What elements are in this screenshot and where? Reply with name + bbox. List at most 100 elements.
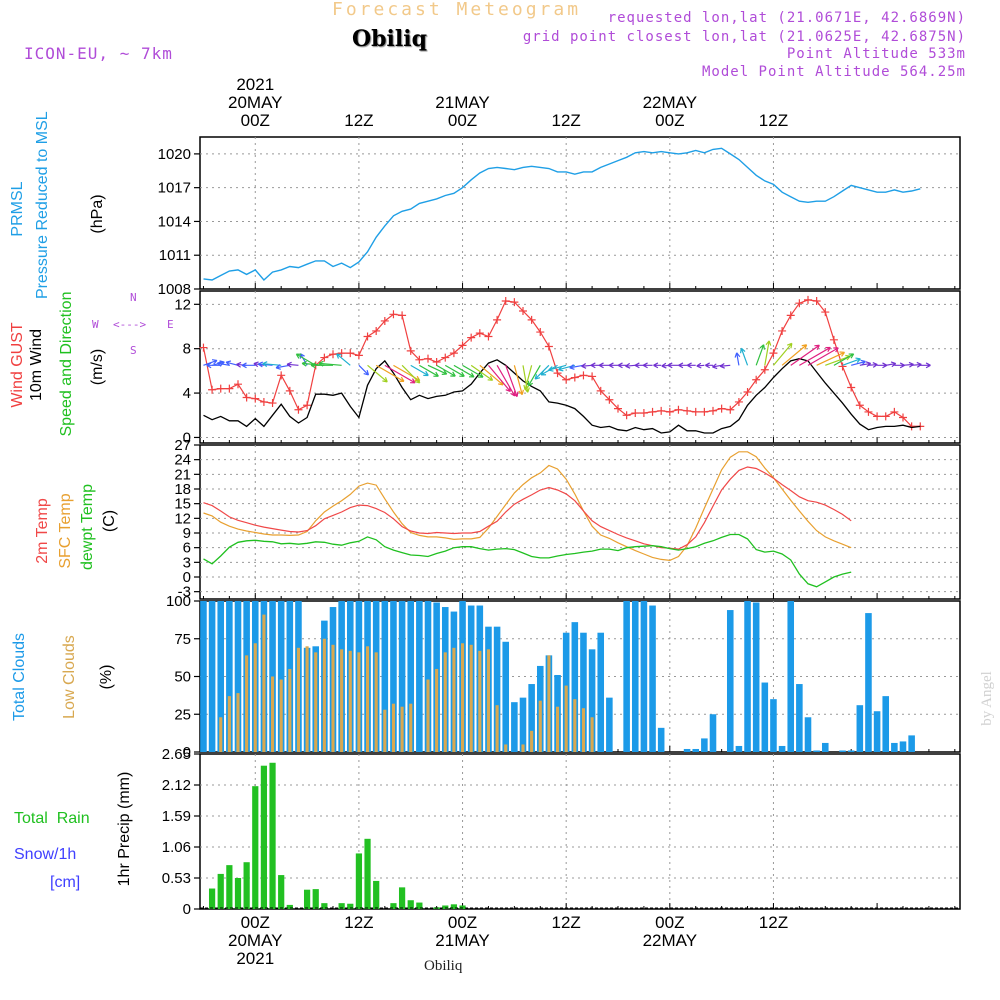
- temperature-ytick-label: 27: [174, 437, 191, 454]
- gust-marker: [320, 353, 329, 362]
- total-cloud-bar: [813, 750, 820, 752]
- temperature-ytick-label: 15: [174, 496, 191, 513]
- wind-direction-arrow: [225, 360, 239, 367]
- gust-marker: [544, 342, 553, 351]
- wind-direction-arrow: [513, 365, 524, 396]
- low-cloud-bar: [219, 717, 223, 752]
- wind-direction-arrow: [216, 361, 230, 367]
- rain-bar: [217, 873, 224, 909]
- gust-marker: [760, 365, 769, 374]
- rain-bar: [398, 887, 406, 909]
- gust-marker: [562, 375, 571, 384]
- wind-direction-arrow: [496, 365, 516, 397]
- gust-marker: [493, 315, 502, 324]
- gust-marker: [804, 295, 812, 304]
- low-cloud-bar: [547, 655, 551, 752]
- low-cloud-bar: [262, 614, 266, 752]
- gust-marker: [786, 311, 795, 320]
- gust-marker: [717, 404, 726, 413]
- total-cloud-bar: [580, 632, 587, 752]
- low-cloud-bar: [530, 730, 534, 752]
- temperature-panel-frame: [199, 444, 961, 600]
- total-cloud-bar: [744, 601, 751, 752]
- temperature-ytick-label: -3: [178, 584, 191, 601]
- wind-direction-arrow: [772, 342, 793, 366]
- gust-marker: [743, 387, 752, 396]
- gust-marker: [665, 407, 674, 416]
- rain-bar: [234, 878, 242, 909]
- gust-marker: [424, 354, 432, 363]
- wind-direction-arrow: [911, 361, 922, 368]
- clouds-ytick-label: 25: [174, 706, 191, 723]
- total-cloud-bar: [217, 601, 225, 752]
- gust-marker: [415, 355, 424, 364]
- wind-direction-arrow: [548, 364, 567, 372]
- total-cloud-bar: [623, 601, 630, 752]
- gust-marker: [329, 350, 337, 359]
- gust-marker: [570, 373, 579, 382]
- gust-marker: [700, 407, 709, 416]
- gust-marker: [726, 405, 735, 414]
- wind-direction-arrow: [275, 364, 290, 370]
- wind-direction-arrow: [755, 344, 766, 366]
- total-cloud-bar: [899, 741, 907, 752]
- gust-marker: [268, 399, 277, 408]
- gust-marker: [873, 412, 882, 421]
- gust-marker: [501, 296, 510, 305]
- gust-marker: [449, 349, 458, 358]
- gust-marker: [674, 405, 683, 414]
- gust-marker: [337, 349, 346, 358]
- total-cloud-bar: [398, 601, 406, 752]
- low-cloud-bar: [322, 638, 326, 752]
- rain-bar: [416, 902, 423, 909]
- top-dates-line2: 21MAY: [435, 93, 490, 112]
- gust-marker: [847, 383, 856, 392]
- gust-marker: [855, 401, 864, 410]
- total-cloud-bar: [200, 601, 207, 752]
- pressure-ytick-label: 1011: [159, 247, 191, 264]
- top-dates-line3: 00Z: [447, 111, 478, 130]
- low-cloud-bar: [460, 643, 465, 752]
- meteogram-title: Forecast Meteogram: [332, 0, 582, 20]
- low-cloud-bar: [296, 647, 301, 752]
- bottom-dates-line1: 00Z: [240, 913, 270, 932]
- wind-direction-arrow: [206, 362, 221, 369]
- wind-direction-arrow: [764, 340, 772, 366]
- wind-direction-arrow: [667, 362, 679, 369]
- total-cloud-bar: [752, 602, 760, 752]
- pressure-ytick-label: 1020: [158, 146, 191, 163]
- wind-direction-arrow: [790, 344, 820, 366]
- gust-marker: [432, 358, 441, 367]
- wind-direction-arrow: [734, 352, 741, 366]
- pressure-ytick-label: 1008: [158, 281, 191, 298]
- model-label: ICON-EU, ~ 7km: [24, 44, 173, 63]
- snow-label: Snow/1h: [14, 846, 77, 863]
- gust-marker: [829, 335, 838, 344]
- rain-bar: [450, 904, 458, 909]
- gust-marker: [734, 397, 743, 406]
- pressure-ytick-label: 1017: [158, 180, 191, 197]
- bottom-dates-line1: 12Z: [551, 913, 581, 932]
- low-cloud-bar: [504, 744, 508, 752]
- gust-marker: [277, 371, 286, 380]
- gust-marker: [372, 326, 381, 335]
- top-dates-line2: 20MAY: [228, 93, 283, 112]
- rain-bar: [278, 875, 285, 909]
- wind-direction-arrow: [816, 351, 846, 366]
- gust-marker: [588, 372, 597, 381]
- gust-marker: [234, 380, 242, 389]
- top-dates-label: 22MAY 00Z: [630, 76, 710, 130]
- top-dates-line2: 22MAY: [642, 93, 698, 112]
- wind-direction-arrow: [686, 362, 696, 369]
- t2m-line: [203, 466, 852, 550]
- total-rain-label: Total Rain: [14, 810, 90, 827]
- wind-direction-arrow: [696, 362, 705, 369]
- bottom-dates-label: 12Z: [733, 914, 813, 968]
- total-cloud-bar: [649, 605, 656, 752]
- bottom-dates-label: 00Z 20MAY 2021: [215, 914, 295, 968]
- total-cloud-bar: [761, 682, 769, 752]
- top-dates-line3: 12Z: [344, 111, 374, 130]
- gust-marker: [475, 329, 484, 338]
- wind-direction-arrow: [569, 364, 584, 370]
- low-cloud-bar: [573, 699, 577, 752]
